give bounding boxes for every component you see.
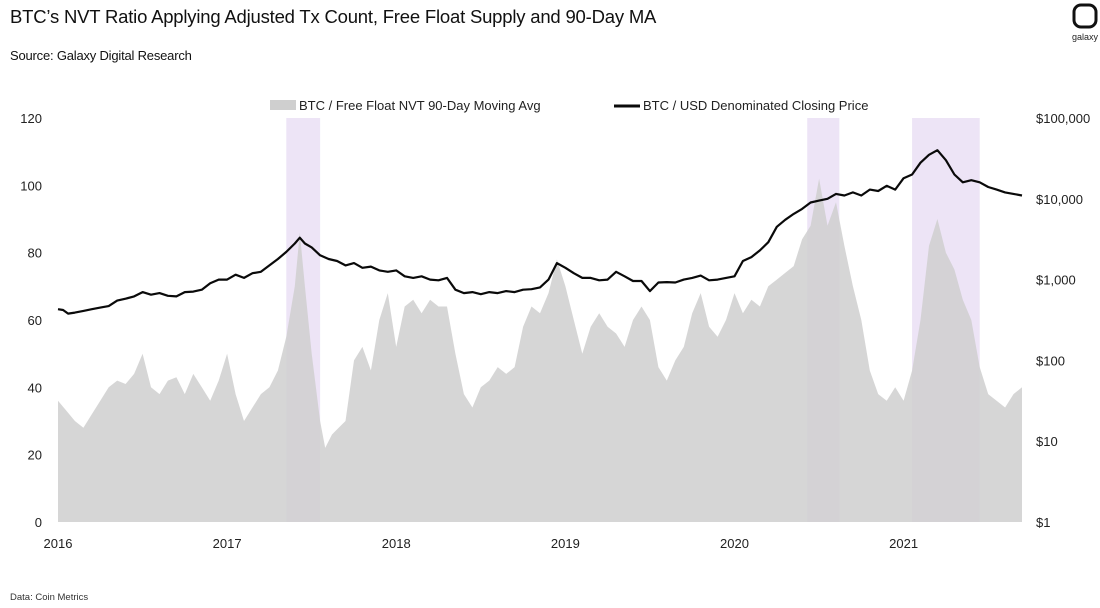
- right-axis-tick: $10: [1036, 434, 1058, 449]
- nvt-area-series: [58, 178, 1022, 522]
- logo-wordmark: galaxy: [1072, 32, 1099, 42]
- price-line-series: [57, 149, 1023, 315]
- x-axis-tick: 2016: [44, 536, 73, 551]
- left-axis-tick: 60: [28, 313, 42, 328]
- x-axis-tick: 2017: [213, 536, 242, 551]
- data-source-footnote: Data: Coin Metrics: [10, 592, 89, 603]
- axes: 0 20 40 60 80 100 120 $1 $10 $100 $1,000 $10,000 $10…: [20, 111, 1090, 551]
- x-axis-tick: 2020: [720, 536, 749, 551]
- legend-label-line: BTC / USD Denominated Closing Price: [643, 98, 868, 113]
- price-line: [57, 149, 1023, 315]
- right-axis-tick: $100: [1036, 353, 1065, 368]
- galaxy-logo-icon: [1072, 3, 1098, 29]
- nvt-area: [58, 178, 1022, 522]
- x-axis-tick: 2018: [382, 536, 411, 551]
- left-axis-tick: 0: [35, 515, 42, 530]
- right-axis-tick: $1,000: [1036, 273, 1076, 288]
- left-axis-tick: 20: [28, 448, 42, 463]
- right-axis-tick: $10,000: [1036, 192, 1083, 207]
- x-axis-tick: 2021: [889, 536, 918, 551]
- chart-subtitle: Source: Galaxy Digital Research: [10, 48, 192, 63]
- left-axis-tick: 80: [28, 246, 42, 261]
- left-axis-tick: 120: [20, 111, 42, 126]
- x-axis-tick: 2019: [551, 536, 580, 551]
- left-axis-tick: 40: [28, 380, 42, 395]
- chart-legend: BTC / Free Float NVT 90-Day Moving Avg B…: [270, 98, 868, 113]
- right-axis-tick: $1: [1036, 515, 1050, 530]
- left-axis-tick: 100: [20, 178, 42, 193]
- legend-label-area: BTC / Free Float NVT 90-Day Moving Avg: [299, 98, 541, 113]
- right-axis-tick: $100,000: [1036, 111, 1090, 126]
- chart-title: BTC’s NVT Ratio Applying Adjusted Tx Cou…: [10, 6, 657, 27]
- legend-swatch-area: [270, 100, 296, 110]
